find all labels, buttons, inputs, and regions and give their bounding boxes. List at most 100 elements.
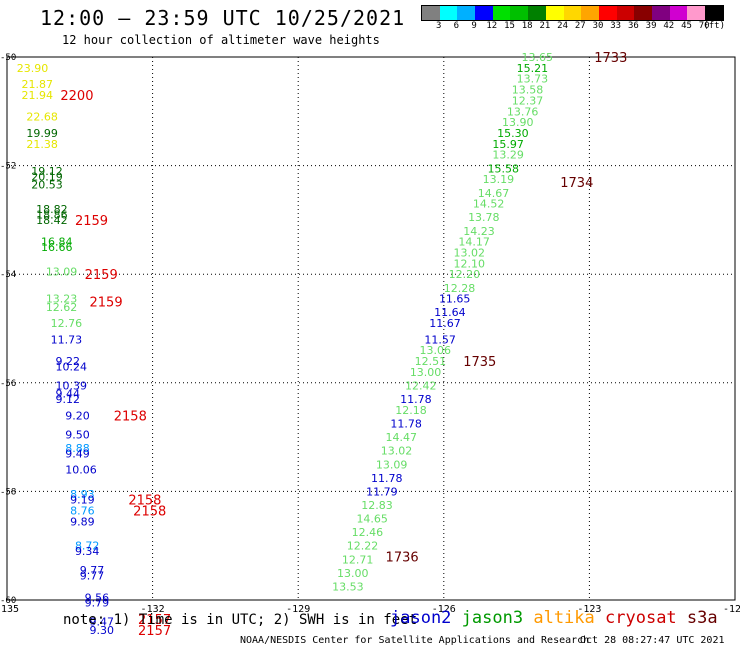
lat-tick-label: -52 [0, 162, 16, 172]
color-swatch [687, 6, 705, 20]
pass-time-label: 1734 [560, 176, 593, 191]
pass-time-label: 2158 [114, 409, 147, 424]
color-scale-label: 45 [681, 21, 692, 31]
wave-height-value: 9.49 [65, 447, 90, 460]
wave-height-value: 8.88 [65, 442, 90, 455]
wave-height-value: 16.84 [41, 236, 72, 249]
wave-height-value: 8.76 [70, 504, 95, 517]
color-swatch [545, 6, 564, 20]
wave-height-value: 9.89 [70, 515, 95, 528]
wave-height-value: 21.38 [26, 138, 58, 151]
wave-height-value: 12.76 [51, 317, 83, 330]
wave-height-value: 13.19 [483, 173, 515, 186]
lon-tick-label: -123 [577, 604, 601, 615]
color-swatch [492, 6, 511, 20]
color-scale-label: 3 [435, 21, 442, 31]
pass-time-label: 2158 [133, 504, 166, 519]
color-scale-label: 24 [557, 21, 569, 31]
pass-time-label: 2159 [75, 214, 108, 229]
color-swatch [475, 6, 493, 20]
color-scale-label: 70 [698, 21, 710, 31]
pass-time-label: 1736 [386, 551, 419, 566]
wave-height-value: 12.42 [405, 380, 437, 393]
wave-height-value: 9.56 [85, 591, 110, 604]
wave-height-value: 12.83 [361, 499, 393, 512]
wave-height-value: 9.77 [80, 570, 105, 583]
wave-height-value: 9.77 [80, 564, 105, 577]
wave-height-value: 9.50 [65, 428, 90, 441]
wave-height-value: 9.79 [85, 597, 110, 610]
wave-height-value: 8.93 [70, 488, 95, 501]
color-swatch [598, 6, 617, 20]
wave-height-value: 14.65 [356, 513, 388, 526]
wave-height-value: 10.24 [56, 361, 88, 374]
axis-ticks: -135 -132 -129 -126 -123 -120 -50 -52 -54 -56 -58 -… [0, 53, 740, 615]
wave-height-value: 15.30 [497, 127, 528, 140]
color-scale-label: 30 [592, 21, 604, 31]
lon-tick-label: -135 [0, 604, 19, 615]
wave-height-value: 12.62 [46, 301, 78, 314]
wave-height-value: 18.42 [36, 214, 67, 227]
wave-height-value: 20.19 [31, 170, 63, 183]
wave-height-value: 12.51 [415, 355, 447, 368]
wave-height-value: 21.94 [22, 89, 53, 102]
wave-height-value: 12.37 [512, 94, 544, 107]
wave-height-value: 13.02 [381, 445, 413, 458]
wave-height-value: 18.82 [36, 203, 67, 216]
wave-height-value: 12.18 [395, 404, 427, 417]
wave-height-value: 19.12 [31, 165, 63, 178]
pass-time-label: 2158 [128, 494, 161, 509]
wave-height-value: 14.47 [386, 431, 418, 444]
lat-tick-label: -60 [0, 596, 16, 606]
wave-height-value: 13.02 [454, 246, 486, 259]
color-scale-label: 12 [486, 21, 498, 31]
wave-height-value: 13.53 [332, 580, 364, 593]
wave-height-value: 12.28 [444, 282, 476, 295]
color-swatch [439, 6, 458, 20]
wave-height-value: 22.68 [26, 111, 58, 124]
lon-tick-label: -120 [723, 604, 740, 615]
lat-tick-label: -50 [0, 53, 16, 63]
wave-height-value: 14.52 [473, 198, 505, 211]
wave-height-value: 21.87 [22, 78, 53, 91]
wave-height-value: 19.99 [26, 127, 58, 140]
wave-height-value: 8.72 [75, 540, 100, 553]
wave-height-value: 13.06 [420, 344, 452, 357]
wave-height-value: 12.71 [342, 553, 374, 566]
wave-height-value: 12.10 [454, 257, 486, 270]
wave-height-value: 13.73 [517, 73, 549, 86]
color-scale-label: 21 [539, 21, 551, 31]
wave-height-value: 18.86 [36, 208, 67, 221]
color-scale-bar [421, 5, 724, 21]
pass-time-label: 2200 [60, 89, 93, 104]
color-swatch [422, 6, 440, 20]
wave-height-value: 15.21 [517, 62, 549, 75]
wave-height-value: 9.12 [56, 393, 81, 406]
wave-height-value: 9.44 [56, 388, 81, 401]
wave-height-value: 14.67 [478, 187, 510, 200]
wave-height-value: 15.97 [492, 138, 524, 151]
color-scale-label: 9 [471, 21, 477, 31]
wave-height-value: 13.58 [512, 84, 544, 97]
wave-height-value: 13.90 [502, 116, 534, 129]
color-swatch [634, 6, 652, 20]
color-scale-label: 6 [453, 21, 460, 31]
pass-time-label: 2157 [138, 613, 171, 628]
wave-height-value: 13.00 [410, 366, 442, 379]
lat-tick-label: -54 [0, 270, 16, 280]
pass-time-label: 2159 [90, 295, 123, 310]
wave-height-value: 12.20 [449, 268, 481, 281]
wave-height-value: 11.64 [434, 306, 466, 319]
wave-height-value: 16.66 [41, 241, 72, 254]
wave-height-value: 11.78 [390, 418, 422, 431]
color-scale-label: 18 [521, 21, 533, 31]
color-scale-label: (ft) [703, 21, 726, 31]
wave-height-value: 9.30 [90, 624, 115, 637]
lon-tick-label: -129 [286, 604, 310, 615]
page-subtitle: 12 hour collection of altimeter wave hei… [62, 33, 380, 47]
lon-tick-label: -126 [432, 604, 456, 615]
wave-height-value: 13.65 [521, 51, 553, 64]
color-swatch [528, 6, 546, 20]
